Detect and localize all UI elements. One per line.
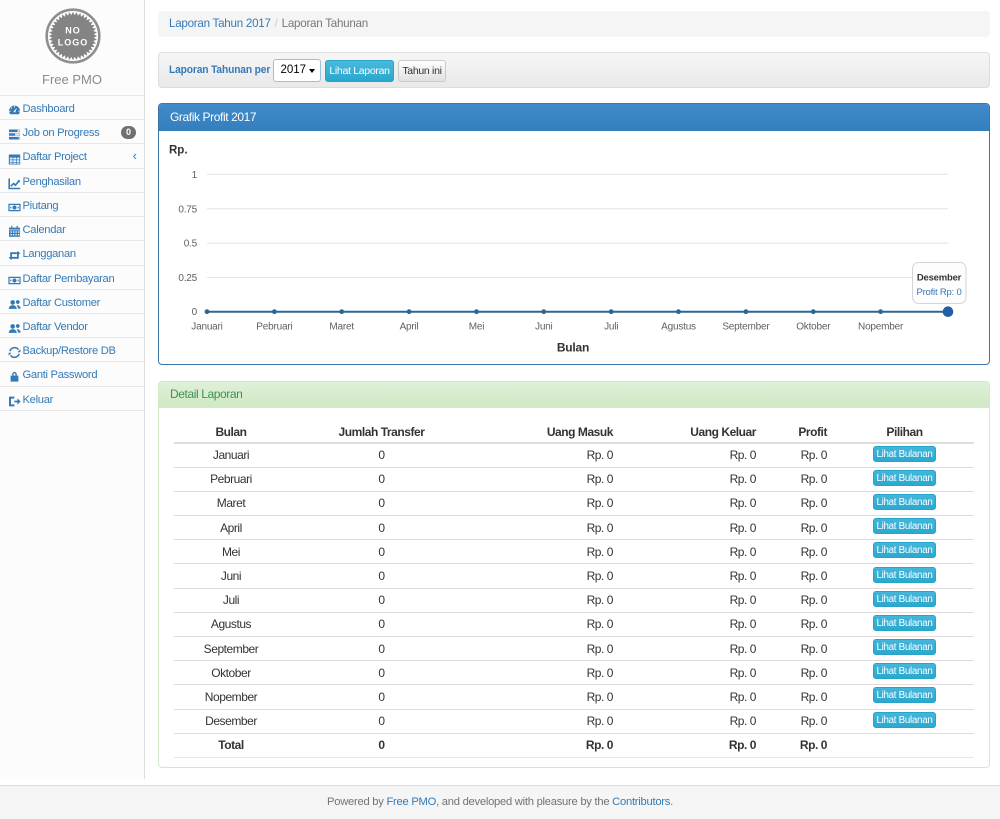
svg-text:Desember: Desember bbox=[917, 272, 962, 283]
svg-text:0.75: 0.75 bbox=[178, 204, 197, 215]
svg-text:Profit Rp: 0: Profit Rp: 0 bbox=[916, 287, 961, 298]
svg-text:Bulan: Bulan bbox=[557, 340, 589, 354]
svg-text:Pebruari: Pebruari bbox=[256, 321, 292, 332]
svg-text:NO: NO bbox=[65, 26, 81, 36]
svg-text:Agustus: Agustus bbox=[661, 321, 696, 332]
svg-text:LOGO: LOGO bbox=[58, 38, 89, 48]
svg-text:Maret: Maret bbox=[329, 321, 354, 332]
svg-text:Oktober: Oktober bbox=[796, 321, 831, 332]
svg-text:1: 1 bbox=[192, 169, 198, 180]
svg-text:Rp.: Rp. bbox=[169, 144, 188, 156]
svg-text:Juli: Juli bbox=[604, 321, 618, 332]
svg-text:April: April bbox=[400, 321, 419, 332]
svg-text:0.5: 0.5 bbox=[184, 238, 198, 249]
svg-text:0: 0 bbox=[192, 307, 198, 318]
svg-text:Mei: Mei bbox=[469, 321, 485, 332]
svg-text:Januari: Januari bbox=[191, 321, 222, 332]
svg-text:Juni: Juni bbox=[535, 321, 553, 332]
svg-text:0.25: 0.25 bbox=[178, 272, 197, 283]
svg-text:September: September bbox=[722, 321, 770, 332]
svg-text:Nopember: Nopember bbox=[858, 321, 904, 332]
